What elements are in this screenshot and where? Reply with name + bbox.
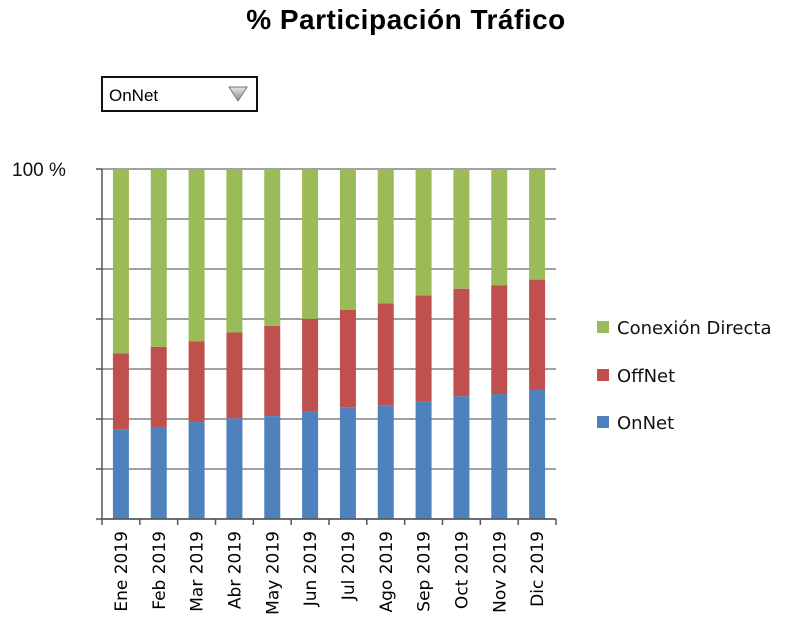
bar-segment-offnet: [188, 341, 205, 423]
bar-segment-conexi-n-directa: [529, 169, 546, 280]
bar-segment-conexi-n-directa: [453, 169, 470, 289]
x-tick-label: Sep 2019: [415, 531, 435, 612]
legend-swatch: [597, 321, 609, 333]
bar-segment-offnet: [491, 285, 508, 395]
x-tick-label: Mar 2019: [188, 531, 208, 612]
bar-segment-conexi-n-directa: [377, 169, 394, 304]
bar-segment-onnet: [150, 426, 167, 519]
bar-segment-offnet: [529, 279, 546, 390]
x-tick-label: Jun 2019: [301, 531, 321, 607]
legend-swatch: [597, 416, 609, 428]
grid-layer: [102, 168, 556, 520]
bar-segment-conexi-n-directa: [226, 169, 243, 333]
bar-segment-offnet: [302, 318, 319, 412]
bar-segment-conexi-n-directa: [415, 169, 432, 296]
bar-segment-conexi-n-directa: [112, 169, 129, 354]
bar-segment-onnet: [339, 407, 356, 519]
bar-segment-offnet: [150, 346, 167, 427]
bar-segment-onnet: [491, 394, 508, 519]
bar-segment-onnet: [226, 418, 243, 519]
legend-label: OnNet: [617, 413, 674, 434]
x-tick-label: May 2019: [263, 531, 283, 615]
bar-segment-onnet: [453, 396, 470, 519]
bar-segment-offnet: [264, 325, 281, 417]
bar-segment-conexi-n-directa: [150, 169, 167, 347]
axis-layer: Ene 2019 Feb 2019 Mar 2019 Abr 2019 May 2019…: [12, 160, 557, 615]
x-tick-label: Dic 2019: [528, 531, 548, 607]
series-filter-dropdown[interactable]: OnNet: [101, 76, 258, 112]
bar-segment-onnet: [377, 405, 394, 519]
bar-segment-conexi-n-directa: [188, 169, 205, 342]
bar-segment-onnet: [112, 429, 129, 519]
legend-label: OffNet: [617, 366, 675, 387]
dropdown-arrow-icon[interactable]: [228, 85, 248, 103]
dropdown-selected-value: OnNet: [109, 86, 159, 105]
x-tick-label: Jul 2019: [339, 531, 359, 601]
bar-segment-conexi-n-directa: [302, 169, 319, 319]
x-tick-label: Abr 2019: [225, 531, 245, 609]
bar-segment-offnet: [226, 332, 243, 419]
bar-segment-offnet: [339, 309, 356, 408]
bar-segment-offnet: [453, 288, 470, 397]
x-tick-label: Feb 2019: [150, 531, 170, 610]
legend-swatch: [597, 369, 609, 381]
bar-segment-onnet: [415, 401, 432, 519]
bar-segment-offnet: [415, 295, 432, 402]
bar-segment-onnet: [529, 389, 546, 519]
bar-segment-onnet: [302, 411, 319, 519]
chart-title: % Participación Tráfico: [246, 4, 566, 35]
x-tick-label: Ene 2019: [112, 531, 132, 612]
bar-segment-onnet: [264, 416, 281, 519]
bar-segment-conexi-n-directa: [491, 170, 508, 286]
bars-layer: [112, 169, 546, 519]
bar-segment-offnet: [112, 353, 129, 430]
bar-segment-conexi-n-directa: [339, 169, 356, 310]
x-tick-label: Oct 2019: [452, 531, 472, 609]
bar-segment-offnet: [377, 303, 394, 406]
legend: Conexión Directa OffNet OnNet: [597, 318, 771, 434]
x-tick-label: Nov 2019: [490, 531, 510, 613]
legend-label: Conexión Directa: [617, 318, 771, 339]
bar-segment-conexi-n-directa: [264, 169, 281, 326]
bar-segment-onnet: [188, 422, 205, 519]
y-tick-label: 100 %: [12, 160, 66, 181]
x-tick-label: Ago 2019: [377, 531, 397, 613]
